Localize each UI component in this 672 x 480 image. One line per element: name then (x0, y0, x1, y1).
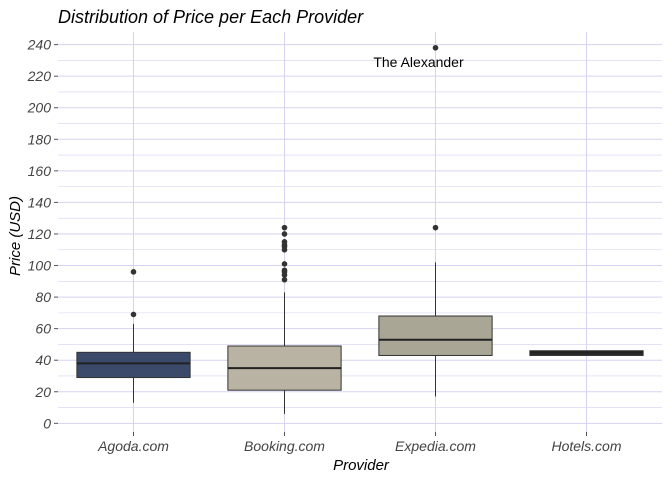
grid-lines (58, 32, 662, 432)
y-tick-label: 0 (43, 415, 51, 431)
chart-title: Distribution of Price per Each Provider (58, 7, 364, 27)
y-tick-label: 140 (28, 194, 52, 210)
outlier-point (281, 276, 288, 283)
box-hotels-com (529, 350, 644, 356)
x-tick-label: Agoda.com (97, 438, 169, 454)
y-tick-label: 80 (35, 289, 51, 305)
x-axis-ticks: Agoda.com Booking.com Expedia.com Hotels.co… (97, 432, 622, 454)
box-expedia-com (378, 44, 493, 397)
x-tick-label: Booking.com (244, 438, 325, 454)
box-agoda-com (76, 269, 191, 403)
outlier-point (130, 311, 137, 318)
box-booking-com (227, 224, 342, 414)
y-tick-label: 240 (27, 37, 52, 53)
y-axis-ticks: 0 20 40 60 80 100 120 140 160 180 200 220 240 (27, 37, 58, 431)
outlier-point (432, 44, 439, 51)
y-tick-label: 220 (27, 68, 52, 84)
x-tick-label: Hotels.com (551, 438, 621, 454)
y-tick-label: 120 (28, 226, 52, 242)
outlier-point (432, 224, 439, 231)
y-tick-label: 160 (28, 163, 52, 179)
x-axis-title: Provider (333, 457, 390, 474)
outlier-point (281, 224, 288, 231)
iqr-box (378, 315, 493, 356)
boxes-layer (76, 44, 644, 414)
outlier-point (281, 261, 288, 267)
outlier-point (281, 267, 288, 274)
y-tick-label: 180 (28, 131, 52, 147)
outlier-point (130, 269, 137, 275)
annotations-layer: The Alexander (373, 54, 464, 70)
y-tick-label: 20 (34, 384, 51, 400)
x-tick-label: Expedia.com (395, 438, 476, 454)
y-tick-label: 40 (35, 352, 51, 368)
outlier-point (281, 239, 288, 245)
y-axis-title: Price (USD) (7, 196, 24, 276)
y-tick-label: 100 (28, 258, 52, 274)
iqr-box (76, 351, 191, 379)
outlier-point (281, 231, 288, 237)
annotation-label: The Alexander (373, 54, 464, 70)
y-tick-label: 200 (27, 100, 52, 116)
y-tick-label: 60 (35, 321, 51, 337)
